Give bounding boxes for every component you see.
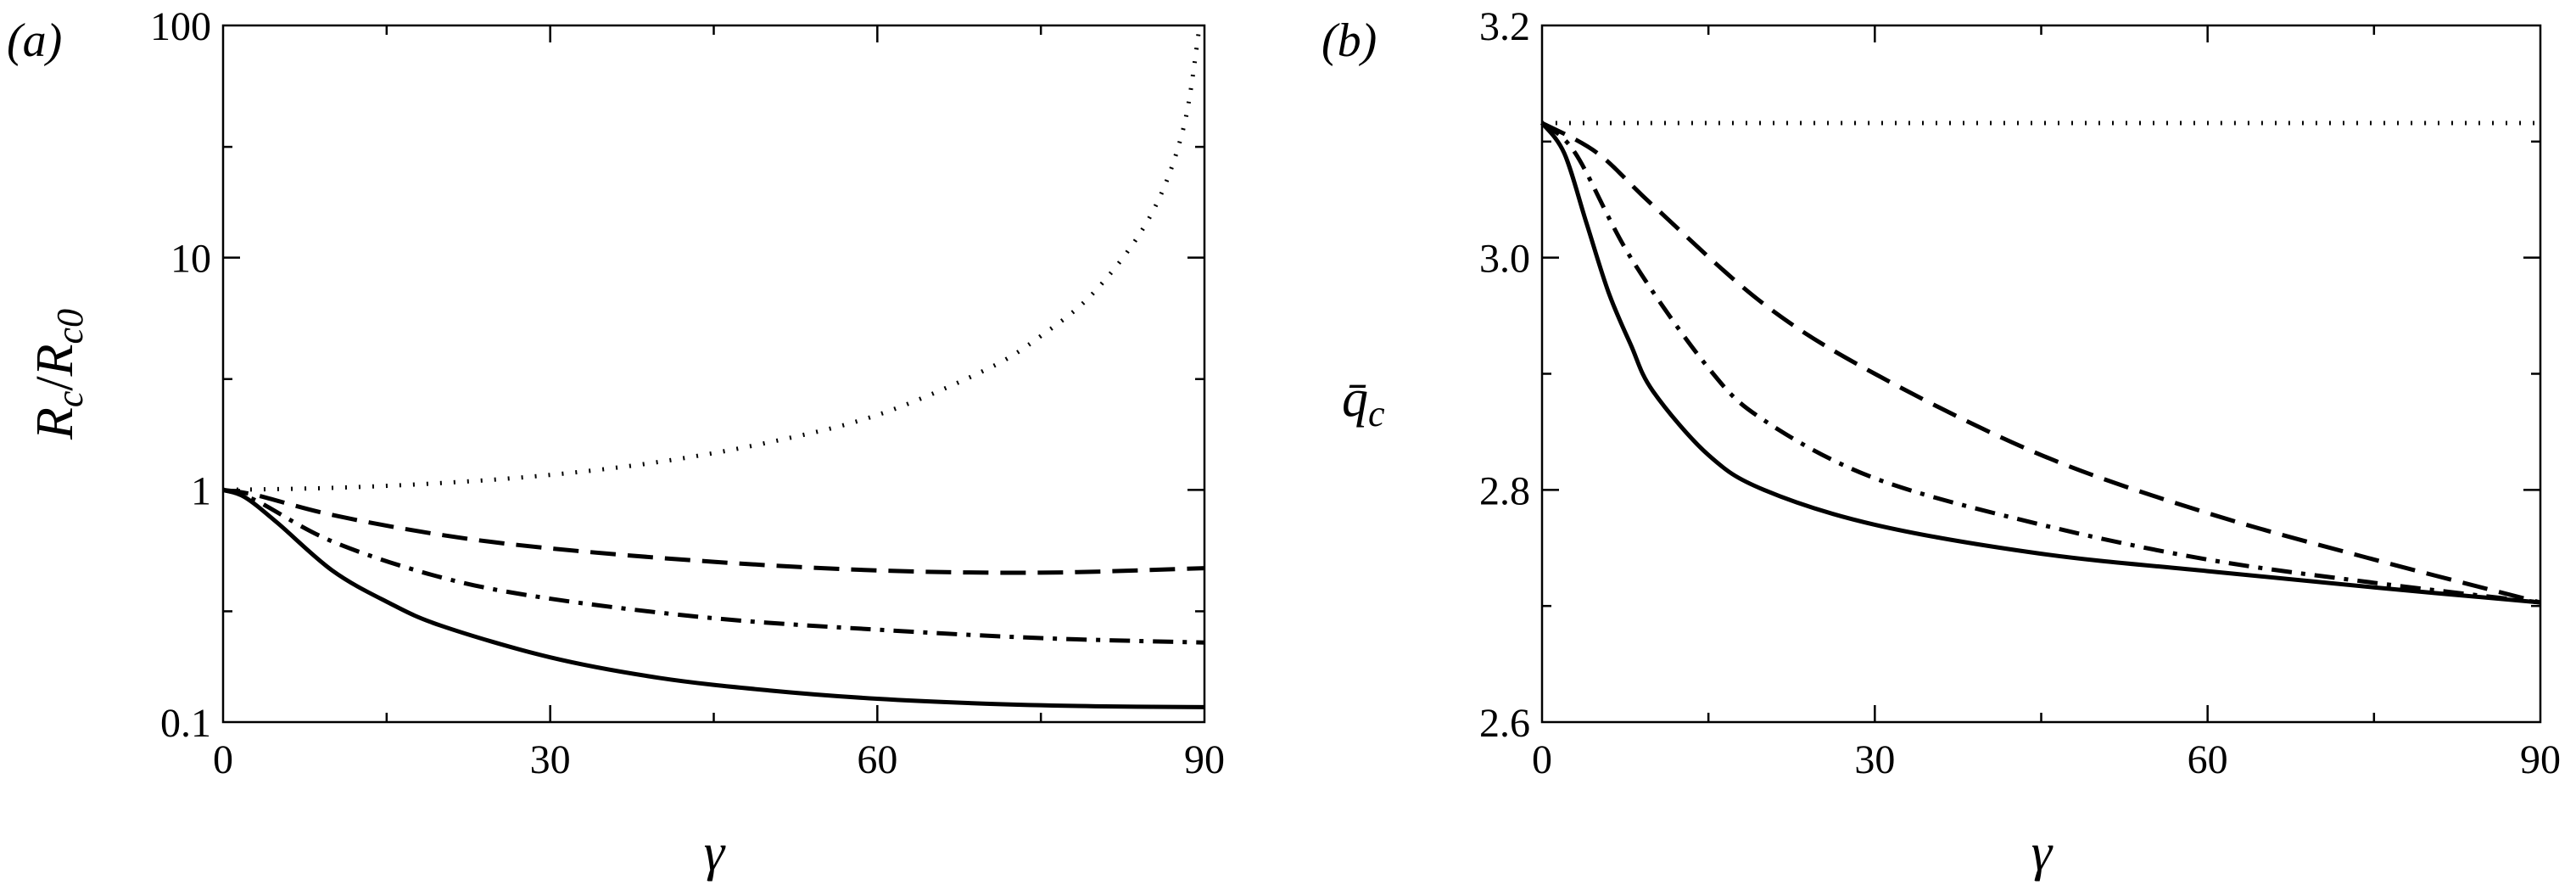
x-tick-label: 90 xyxy=(1184,737,1225,782)
series-dash-dot-line xyxy=(222,487,1205,645)
y-tick-label: 10 xyxy=(170,237,211,282)
panel-b-ticks: 0 30 60 90 2.6 2.8 3.0 3.2 xyxy=(1479,4,2561,782)
y-tick-label: 2.6 xyxy=(1479,701,1530,746)
y-tick-label: 0.1 xyxy=(160,701,211,746)
x-tick-label: 60 xyxy=(857,737,897,782)
panel-a-x-axis-label: γ xyxy=(704,824,726,882)
y-tick-label: 3.0 xyxy=(1479,237,1530,282)
panel-a-ticks: 0 30 60 90 0.1 1 10 100 xyxy=(150,4,1225,782)
series-dash-dot-line xyxy=(1540,120,2541,605)
panel-b-label: (b) xyxy=(1322,14,1377,67)
panel-b-curves xyxy=(1539,120,2541,605)
panel-b-frame xyxy=(1540,24,2542,724)
x-tick-label: 60 xyxy=(2188,737,2228,782)
x-tick-label: 0 xyxy=(1532,737,1552,782)
y-tick-label: 2.8 xyxy=(1479,468,1530,513)
panel-a-curves xyxy=(222,30,1205,709)
y-tick-label: 3.2 xyxy=(1479,4,1530,49)
panel-a-y-axis-label: Rc/Rc0 xyxy=(26,309,91,440)
panel-a-frame xyxy=(221,24,1206,724)
x-tick-label: 90 xyxy=(2520,737,2561,782)
series-dashed-line xyxy=(1540,120,2541,605)
panel-b-y-axis-label: q̄c xyxy=(1342,370,1385,434)
series-solid-line xyxy=(1539,121,2541,605)
panel-b-x-axis-label: γ xyxy=(2031,824,2054,882)
x-tick-label: 0 xyxy=(213,737,233,782)
y-tick-label: 1 xyxy=(191,468,211,513)
panel-a: (a) 0 30 60 90 0.1 1 10 100 γ Rc/Rc0 xyxy=(7,4,1225,882)
y-tick-label: 100 xyxy=(150,4,211,49)
series-dotted-line xyxy=(222,30,1202,492)
series-dashed-line xyxy=(222,487,1205,575)
x-tick-label: 30 xyxy=(530,737,571,782)
panel-b: (b) 0 30 60 90 2.6 2.8 3.0 3.2 γ q̄c xyxy=(1322,4,2561,882)
series-solid-line xyxy=(222,487,1205,709)
x-tick-label: 30 xyxy=(1854,737,1895,782)
panel-a-label: (a) xyxy=(7,14,62,67)
